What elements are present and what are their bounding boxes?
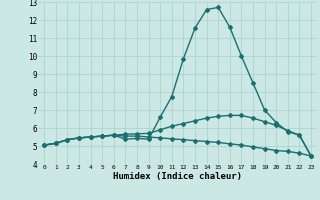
X-axis label: Humidex (Indice chaleur): Humidex (Indice chaleur) [113, 172, 242, 181]
